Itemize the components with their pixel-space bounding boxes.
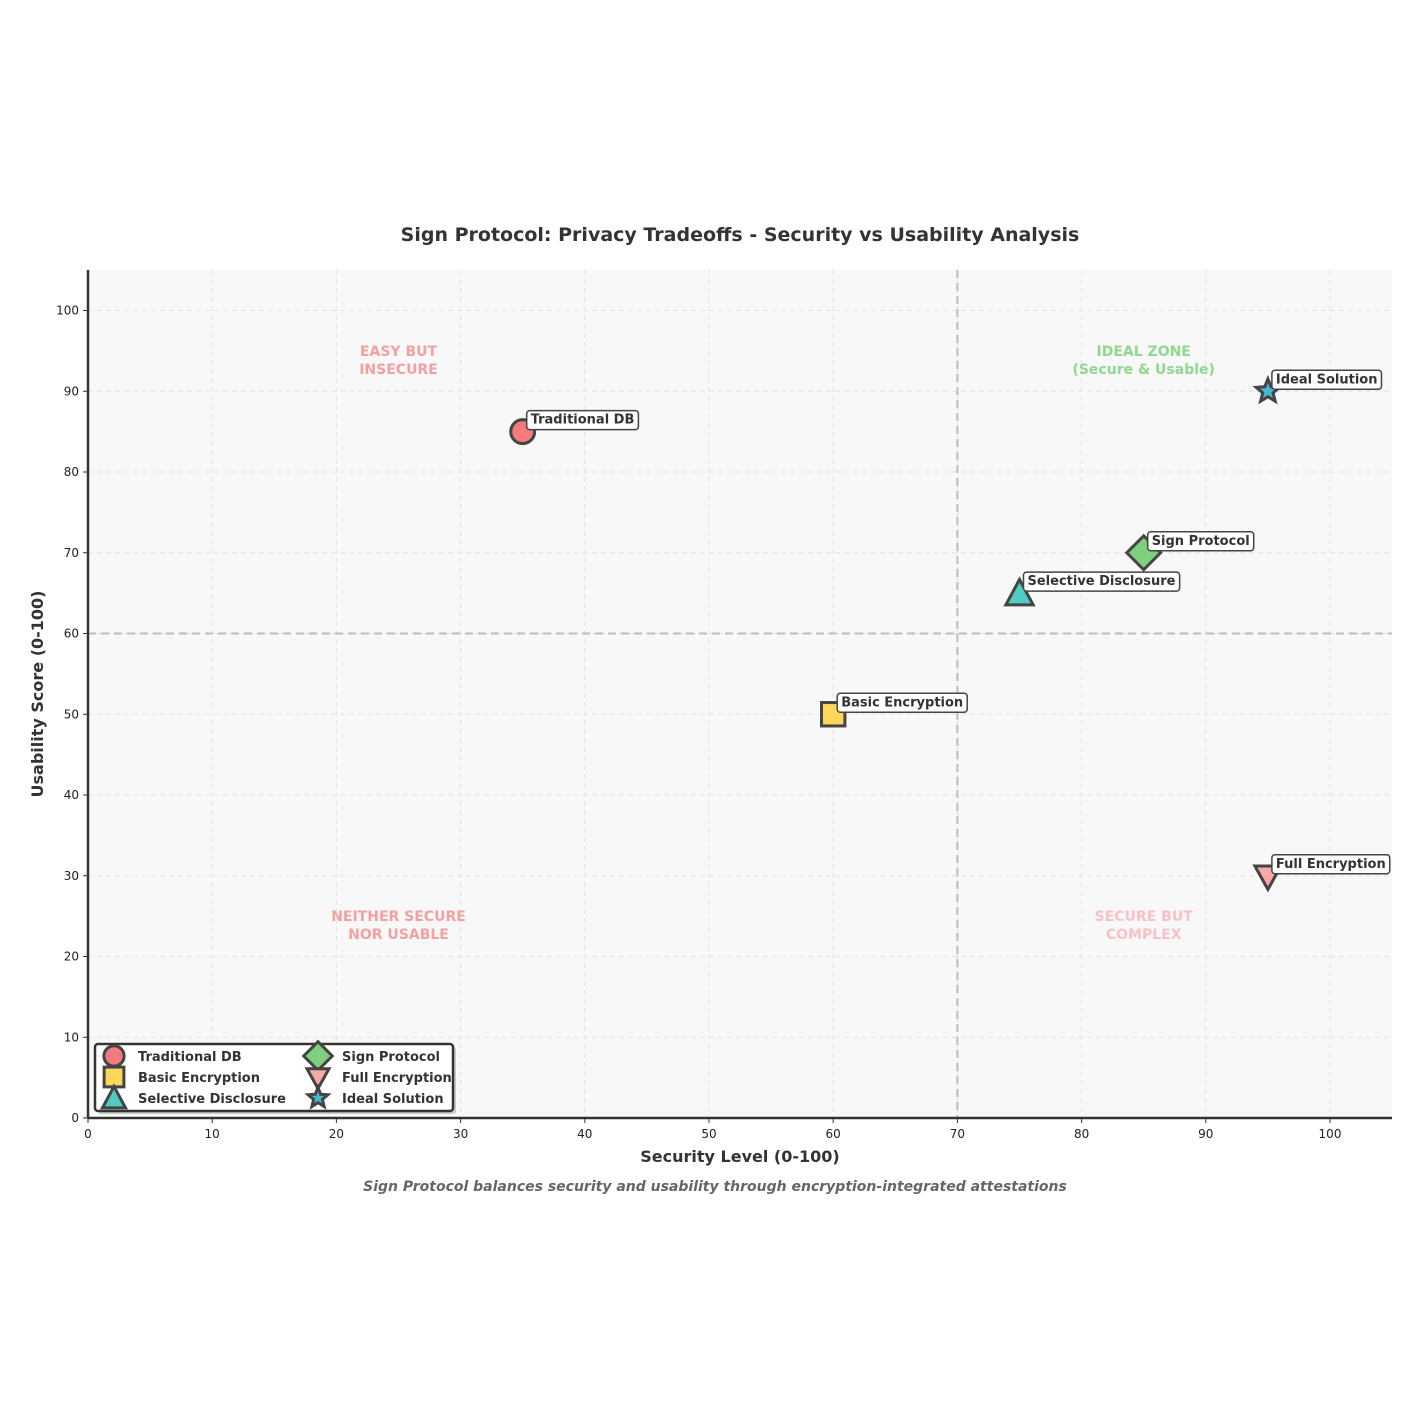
plot-background xyxy=(88,270,1392,1118)
x-tick-label: 50 xyxy=(701,1127,716,1141)
y-axis-label: Usability Score (0-100) xyxy=(28,591,47,798)
y-tick-label: 40 xyxy=(64,788,79,802)
y-tick-label: 70 xyxy=(64,546,79,560)
y-tick-label: 20 xyxy=(64,950,79,964)
point-label: Ideal Solution xyxy=(1276,372,1378,387)
legend-label: Ideal Solution xyxy=(342,1092,444,1107)
zone-label: NEITHER SECURE NOR USABLE xyxy=(331,909,466,943)
point-label-box xyxy=(525,409,640,431)
legend-item: Ideal Solution xyxy=(304,1083,444,1110)
point-label: Full Encryption xyxy=(1276,857,1386,872)
zone-label-line: SECURE BUT xyxy=(1095,909,1194,925)
point-label: Sign Protocol xyxy=(1152,534,1250,549)
data-point-group: Ideal Solution xyxy=(1252,369,1383,405)
zone-label-line: NOR USABLE xyxy=(348,927,449,943)
x-tick-label: 20 xyxy=(329,1127,344,1141)
data-point-group: Basic Encryption xyxy=(820,692,968,728)
y-tick-label: 0 xyxy=(71,1111,79,1125)
legend-item: Traditional DB xyxy=(102,1044,242,1068)
point-label-box xyxy=(836,692,968,713)
zone-label-line: INSECURE xyxy=(359,362,438,378)
zone-label-line: EASY BUT xyxy=(360,344,438,360)
zone-label: SECURE BUT COMPLEX xyxy=(1095,909,1194,943)
legend-marker xyxy=(304,1083,332,1110)
x-tick-label: 60 xyxy=(826,1127,841,1141)
legend-item: Basic Encryption xyxy=(102,1065,260,1089)
y-tick-label: 50 xyxy=(64,707,79,721)
data-point-group: Selective Disclosure xyxy=(1003,571,1181,607)
point-label: Basic Encryption xyxy=(841,695,963,710)
axes xyxy=(86,270,1392,1120)
legend-marker xyxy=(99,1083,129,1110)
point-label-box xyxy=(1271,854,1391,875)
zone-label: EASY BUT INSECURE xyxy=(359,344,438,378)
point-label: Selective Disclosure xyxy=(1028,574,1176,589)
y-tick-label: 90 xyxy=(64,384,79,398)
legend-label: Selective Disclosure xyxy=(138,1092,286,1107)
point-label-box xyxy=(1146,531,1255,552)
legend-label: Full Encryption xyxy=(342,1071,452,1086)
x-tick-label: 10 xyxy=(205,1127,220,1141)
data-point-marker xyxy=(1003,576,1036,607)
x-tick-label: 40 xyxy=(577,1127,592,1141)
x-tick-label: 100 xyxy=(1319,1127,1342,1141)
x-tick-label: 80 xyxy=(1074,1127,1089,1141)
x-axis-label: Security Level (0-100) xyxy=(640,1147,839,1166)
legend-frame xyxy=(93,1042,455,1113)
zone-label: IDEAL ZONE (Secure & Usable) xyxy=(1072,344,1214,378)
y-tick-label: 80 xyxy=(64,465,79,479)
y-tick-label: 60 xyxy=(64,627,79,641)
x-tick-label: 90 xyxy=(1198,1127,1213,1141)
data-point-group: Full Encryption xyxy=(1252,854,1391,893)
tick-labels: 0 10 20 30 40 50 60 70 80 90 100 0 10 20 30 40 50 60 70 80 9… xyxy=(56,304,1341,1142)
zone-label-line: COMPLEX xyxy=(1106,927,1182,943)
data-point-group: Sign Protocol xyxy=(1124,531,1255,572)
legend-item: Full Encryption xyxy=(304,1067,452,1092)
zone-label-line: NEITHER SECURE xyxy=(331,909,466,925)
y-tick-label: 100 xyxy=(56,304,79,318)
x-tick-label: 0 xyxy=(84,1127,92,1141)
zone-labels: EASY BUT INSECURE IDEAL ZONE (Secure & Usab… xyxy=(331,344,1215,943)
data-point-group: Traditional DB xyxy=(509,409,640,446)
data-points: Traditional DB Basic Encryption Selective … xyxy=(509,369,1391,893)
point-label: Traditional DB xyxy=(531,413,635,428)
legend-label: Traditional DB xyxy=(138,1050,242,1065)
y-tick-label: 30 xyxy=(64,869,79,883)
chart-title: Sign Protocol: Privacy Tradeoffs - Secur… xyxy=(401,224,1080,246)
point-label-box xyxy=(1022,571,1181,592)
zone-label-line: (Secure & Usable) xyxy=(1072,362,1214,378)
legend-marker xyxy=(102,1044,126,1068)
point-label-box xyxy=(1271,369,1383,390)
chart-caption: Sign Protocol balances security and usab… xyxy=(363,1179,1067,1195)
legend-label: Basic Encryption xyxy=(138,1071,260,1086)
y-tick-label: 10 xyxy=(64,1030,79,1044)
x-tick-label: 30 xyxy=(453,1127,468,1141)
zone-label-line: IDEAL ZONE xyxy=(1097,344,1191,360)
legend: Traditional DB Basic Encryption Selective … xyxy=(93,1039,456,1114)
legend-label: Sign Protocol xyxy=(342,1050,440,1065)
legend-marker xyxy=(304,1067,332,1092)
x-tick-label: 70 xyxy=(950,1127,965,1141)
legend-item: Selective Disclosure xyxy=(99,1083,286,1110)
